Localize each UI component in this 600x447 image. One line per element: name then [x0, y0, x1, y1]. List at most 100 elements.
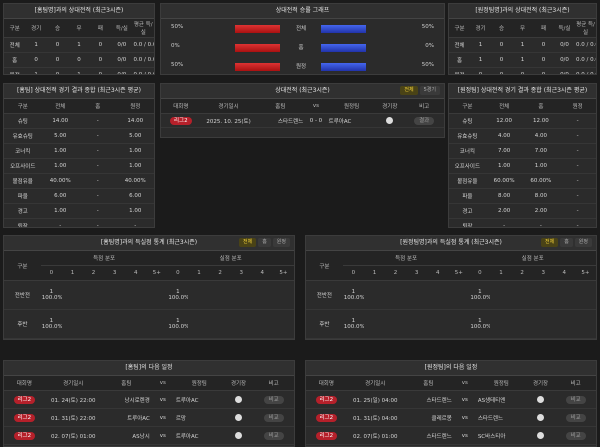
column-header: 경기일시	[44, 376, 102, 391]
title-text: [홈팀명]과의 상대전적 (최근3시즌)	[34, 7, 124, 14]
cell: -	[485, 218, 523, 227]
panel-title: [원정팀]의 다음 일정	[306, 361, 596, 376]
note-button[interactable]: 비교	[263, 395, 284, 404]
cell: -	[559, 128, 596, 144]
cell: 0	[46, 52, 69, 68]
date: 01. 24(토) 22:00	[44, 390, 102, 409]
row: 오프사이드 1.00-1.00	[4, 158, 154, 174]
row-label: 후반	[4, 309, 41, 339]
cell: 비교	[253, 390, 294, 409]
stadium-icon[interactable]	[386, 117, 394, 124]
cell: -	[522, 218, 560, 227]
cell	[61, 309, 83, 339]
home-team: 스타드렌느	[403, 426, 453, 445]
tab[interactable]: 원정	[574, 238, 592, 247]
row-header: 구분	[306, 251, 343, 281]
cell: 1	[68, 67, 90, 74]
away-pct: 0%	[425, 43, 434, 49]
cell: 0.0 / 0.0	[132, 67, 154, 74]
bin-header: 5+	[272, 265, 294, 281]
stadium-icon[interactable]	[537, 414, 545, 421]
panel: 상대전적 승률 그래프 50% 전체 50% 0% 홈 0% 50% 원정 50%	[160, 3, 445, 75]
row: 퇴장 - - -	[449, 218, 596, 227]
cell: -	[79, 128, 117, 144]
row-label: 전반전	[306, 280, 343, 310]
group-row: 구분 득점 분포 실점 분포	[306, 251, 596, 281]
cell	[223, 426, 254, 445]
cell: 0.0 / 0.0	[575, 52, 596, 68]
cell	[375, 113, 405, 128]
note-button[interactable]: 결과	[414, 116, 435, 125]
row: 원정10100/00.0 / 0.0	[4, 67, 154, 74]
cell: 1	[25, 37, 47, 53]
cell: -	[559, 143, 596, 159]
column-header: 구분	[449, 99, 486, 114]
away-bar	[321, 25, 366, 33]
note-button[interactable]: 비교	[565, 395, 586, 404]
vs: vs	[452, 426, 477, 445]
column-header: 경기장	[525, 376, 556, 391]
panel: [원정팀] 상대전적 경기 결과 종합 (최근3시즌 평균) 구분 전체 홈 원정 슈팅 1…	[448, 83, 597, 228]
cell: 0	[533, 37, 554, 53]
home-bar	[235, 44, 280, 52]
tab[interactable]: 전체	[400, 86, 418, 95]
panel-title: [원정팀] 상대전적 경기 결과 종합 (최근3시즌 평균)	[449, 84, 596, 99]
row-header: 구분	[4, 251, 41, 281]
stadium-icon[interactable]	[537, 432, 545, 439]
column-header: 구분	[4, 99, 42, 114]
stadium-icon[interactable]	[235, 432, 243, 439]
cell: 0	[89, 67, 112, 74]
header-row: 구분 경기 승 무 패 득/실 평균 득/실	[4, 19, 154, 38]
cell: 유효슈팅	[449, 128, 486, 144]
title-text: [원정팀명]과의 상대전적 (최근3시즌)	[475, 7, 570, 14]
note-button[interactable]: 비교	[263, 431, 284, 440]
away-team: 트루아AC	[327, 113, 376, 128]
league-badge: 리그2	[13, 413, 36, 422]
cell: 비교	[555, 390, 596, 409]
league-badge: 리그2	[13, 431, 36, 440]
column-header: 홈팀	[403, 376, 453, 391]
cell	[146, 280, 168, 310]
row: 퇴장 - - -	[4, 218, 154, 227]
cell	[427, 309, 449, 339]
column-header: 홈팀	[101, 376, 151, 391]
tab[interactable]: 전체	[540, 238, 559, 247]
cell: 리그2	[306, 408, 347, 427]
column-header: 원정	[116, 99, 154, 114]
note-button[interactable]: 비교	[565, 413, 586, 422]
tabs: 전체 홈 원정	[238, 238, 290, 247]
row-label: 홈	[298, 45, 304, 51]
cell: 0.0 / 0.0	[575, 37, 596, 53]
tab[interactable]: 홈	[560, 238, 573, 247]
stadium-icon[interactable]	[235, 414, 243, 421]
cell	[490, 280, 512, 310]
tab[interactable]: 홈	[258, 238, 271, 247]
row: 리그2 01. 25(일) 04:00 스타드렌느 vs AS생테티엔 비교	[306, 390, 596, 409]
group-header: 실점 분포	[167, 251, 294, 266]
column-header: 무	[68, 19, 90, 38]
away-bar	[321, 44, 366, 52]
tab[interactable]: 5경기	[419, 86, 440, 95]
title-text: [원정팀] 상대전적 경기 결과 종합 (최근3시즌 평균)	[457, 87, 588, 94]
cell: 1	[25, 67, 47, 74]
column-header: 경기	[470, 19, 491, 38]
cell: 볼점유율	[449, 173, 486, 189]
count: 1	[176, 318, 180, 324]
stadium-icon[interactable]	[235, 396, 243, 403]
stadium-icon[interactable]	[537, 396, 545, 403]
tab[interactable]: 전체	[238, 238, 257, 247]
home-team: 낭시로렌경	[101, 390, 151, 409]
bin-header: 5+	[448, 265, 470, 281]
panel-title: [원정팀명]과의 득실점 통계 (최근3시즌) 전체 홈 원정	[306, 236, 596, 251]
bin-row: 0 1 2 3 4 5+ 0 1 2 3 4 5+	[4, 265, 294, 281]
cell: 5.00	[41, 128, 79, 144]
note-button[interactable]: 비교	[263, 413, 284, 422]
note-button[interactable]: 비교	[565, 431, 586, 440]
column-header: 전체	[41, 99, 79, 114]
tab[interactable]: 원정	[272, 238, 290, 247]
cell: 0	[533, 52, 554, 68]
row: 코너킥 7.00 7.00-	[449, 143, 596, 159]
cell: 0/0	[111, 67, 133, 74]
panel-title: 상대전적 (최근3시즌) 전체 5경기	[161, 84, 444, 99]
bin-header: 3	[230, 265, 252, 281]
